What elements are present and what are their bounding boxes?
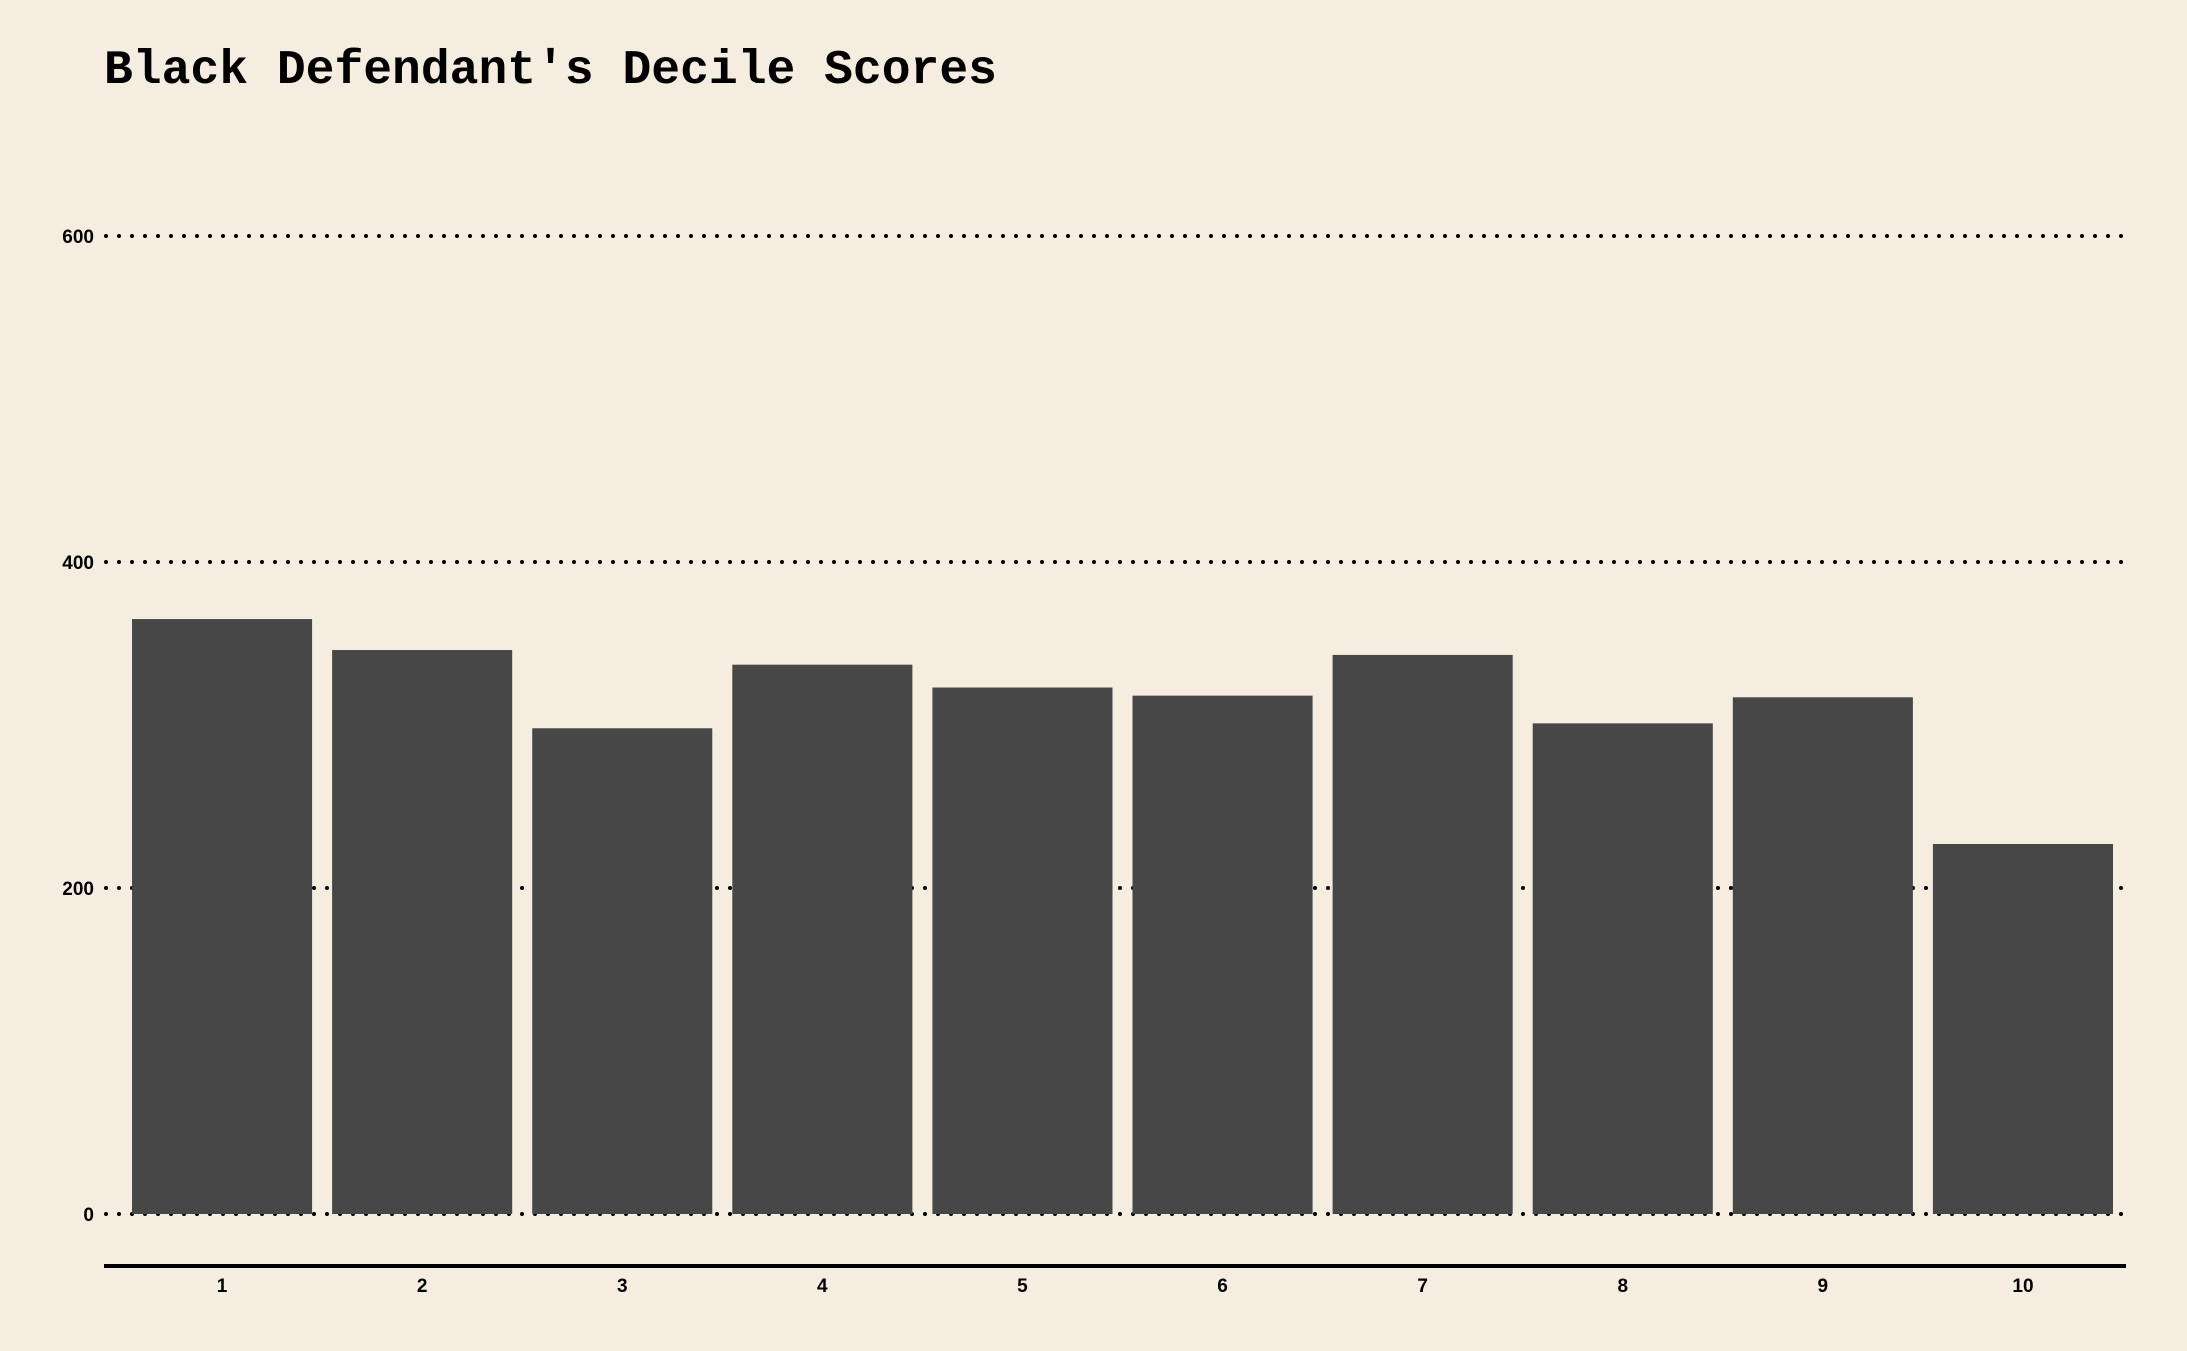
bar	[1532, 723, 1713, 1214]
x-tick-label: 9	[1818, 1276, 1829, 1297]
bar	[732, 664, 913, 1214]
bar	[932, 687, 1113, 1214]
x-tick-label: 6	[1217, 1276, 1228, 1297]
y-axis-tick-labels: 0 200 400 600	[62, 227, 94, 1226]
x-tick-label: 3	[617, 1276, 628, 1297]
x-tick-label: 4	[817, 1276, 828, 1297]
bar	[332, 650, 513, 1214]
x-tick-label: 1	[217, 1276, 228, 1297]
bar	[1132, 695, 1313, 1214]
x-axis-tick-labels: 1 2 3 4 5 6 7 8 9 10	[217, 1276, 2034, 1297]
y-tick-label: 600	[62, 227, 94, 248]
x-tick-label: 7	[1417, 1276, 1428, 1297]
bar	[1732, 697, 1913, 1214]
x-tick-label: 8	[1617, 1276, 1628, 1297]
bars	[132, 619, 2113, 1214]
x-tick-label: 5	[1017, 1276, 1028, 1297]
bar	[532, 728, 713, 1214]
bar	[1332, 654, 1513, 1214]
chart-title: Black Defendant's Decile Scores	[104, 44, 997, 98]
bar	[1932, 843, 2113, 1214]
y-tick-label: 200	[62, 879, 94, 900]
y-tick-label: 400	[62, 553, 94, 574]
bar	[132, 619, 313, 1214]
x-tick-label: 2	[417, 1276, 428, 1297]
y-tick-label: 0	[83, 1205, 94, 1226]
x-tick-label: 10	[2012, 1276, 2033, 1297]
